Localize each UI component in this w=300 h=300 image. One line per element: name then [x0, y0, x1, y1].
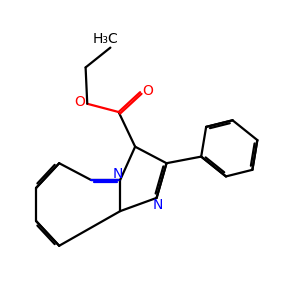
Text: H₃C: H₃C — [92, 32, 118, 46]
Text: N: N — [112, 167, 123, 181]
Text: O: O — [75, 95, 86, 109]
Text: N: N — [153, 198, 164, 212]
Text: O: O — [142, 84, 153, 98]
